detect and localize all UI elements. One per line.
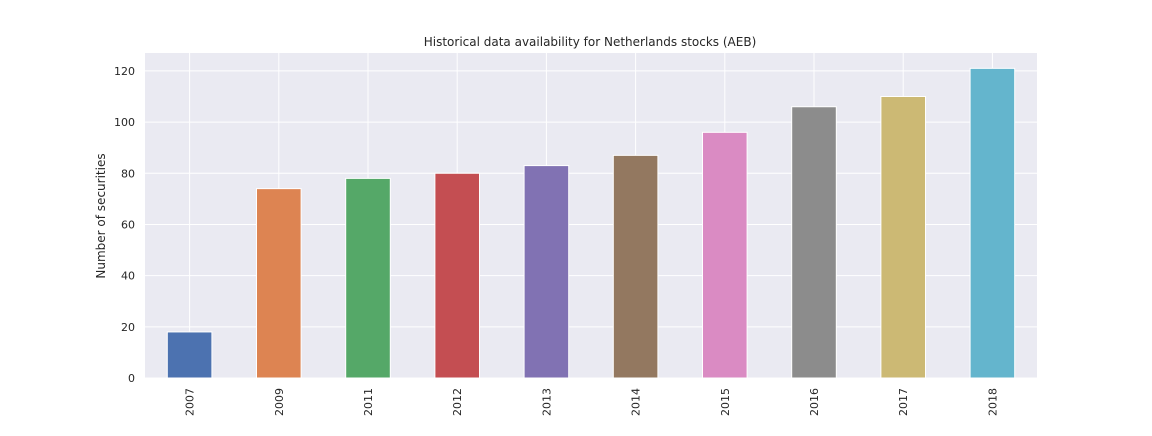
bar-2017 xyxy=(880,96,927,379)
x-tick-label: 2007 xyxy=(184,388,197,416)
x-tick-label: 2014 xyxy=(630,388,643,416)
bar-2018 xyxy=(969,67,1016,379)
x-tick-label: 2009 xyxy=(273,388,286,416)
y-tick-label: 120 xyxy=(114,65,135,78)
x-tick-label: 2013 xyxy=(540,388,553,416)
x-tick-label: 2012 xyxy=(451,388,464,416)
bar-2013 xyxy=(523,165,570,379)
bar-2014 xyxy=(612,154,659,379)
bar-2012 xyxy=(434,172,480,379)
x-tick-label: 2015 xyxy=(719,388,732,416)
y-tick-label: 20 xyxy=(121,321,135,334)
x-tick-label: 2011 xyxy=(362,388,375,416)
bar-2009 xyxy=(256,188,302,379)
y-axis-label: Number of securities xyxy=(94,153,108,278)
x-tick-label: 2018 xyxy=(986,388,999,416)
bar-2015 xyxy=(702,131,748,379)
x-tick-label: 2017 xyxy=(897,388,910,416)
y-tick-label: 0 xyxy=(128,372,135,385)
bar-2007 xyxy=(166,331,213,379)
chart-title: Historical data availability for Netherl… xyxy=(424,35,757,49)
y-tick-label: 100 xyxy=(114,116,135,129)
y-tick-label: 40 xyxy=(121,270,135,283)
y-tick-label: 80 xyxy=(121,167,135,180)
y-tick-label: 60 xyxy=(121,218,135,231)
x-tick-label: 2016 xyxy=(808,388,821,416)
bar-2016 xyxy=(791,106,837,379)
bar-2011 xyxy=(345,177,391,379)
